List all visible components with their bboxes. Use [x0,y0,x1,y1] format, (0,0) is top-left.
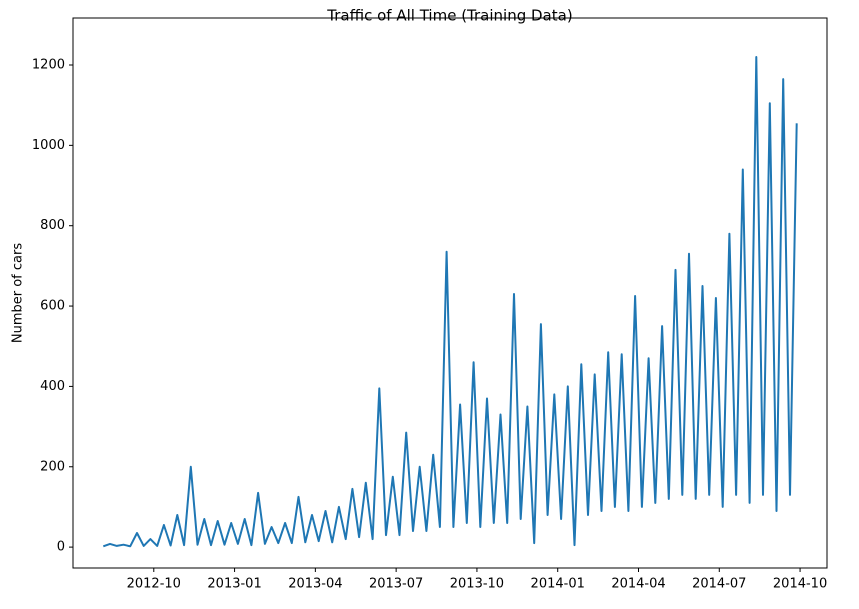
y-tick-label: 600 [40,299,65,314]
chart-title: Traffic of All Time (Training Data) [326,7,572,25]
y-tick-label: 400 [40,379,65,394]
y-axis-label: Number of cars [11,243,26,343]
series-line [102,56,798,548]
x-tick-label: 2013-07 [369,577,423,592]
y-tick-label: 1000 [32,138,65,153]
x-tick-label: 2014-07 [692,577,746,592]
x-tick-label: 2012-10 [127,577,181,592]
y-tick-label: 200 [40,459,65,474]
x-tick-label: 2014-04 [611,577,665,592]
y-tick-label: 1200 [32,58,65,73]
x-tick-label: 2014-10 [773,577,827,592]
y-tick-label: 0 [57,540,65,555]
x-tick-label: 2014-01 [531,577,585,592]
x-tick-label: 2013-01 [207,577,261,592]
x-tick-label: 2013-04 [288,577,342,592]
plot-frame [72,17,828,569]
x-tick-label: 2013-10 [450,577,504,592]
y-tick-label: 800 [40,218,65,233]
